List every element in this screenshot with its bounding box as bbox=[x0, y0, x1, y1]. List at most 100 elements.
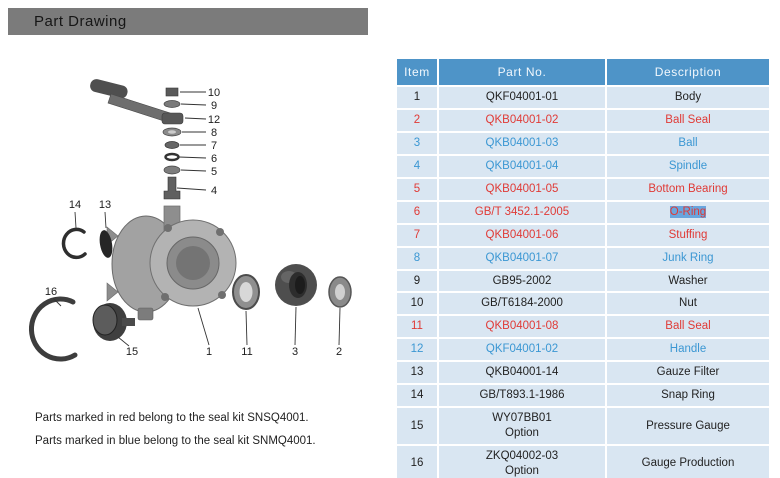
part-no-cell: QKB04001-04 bbox=[437, 153, 607, 179]
table-header-row: Item Part No. Description bbox=[395, 57, 771, 87]
part-no-cell: GB/T893.1-1986 bbox=[437, 383, 607, 409]
description-cell: Ball Seal bbox=[605, 314, 771, 340]
part-no-cell: GB/T6184-2000 bbox=[437, 291, 607, 317]
item-cell: 8 bbox=[395, 245, 439, 271]
item-cell: 6 bbox=[395, 199, 439, 225]
table-row: 11 QKB04001-08 Ball Seal bbox=[395, 314, 771, 340]
callout-14: 14 bbox=[69, 199, 81, 211]
callout-5: 5 bbox=[211, 166, 217, 178]
table-row: 10 GB/T6184-2000 Nut bbox=[395, 291, 771, 317]
page-title-bar: Part Drawing bbox=[8, 8, 368, 35]
selected-text: O-Ring bbox=[669, 205, 707, 218]
callout-15: 15 bbox=[126, 346, 138, 358]
item-cell: 10 bbox=[395, 291, 439, 317]
description-cell: Handle bbox=[605, 337, 771, 363]
callout-2: 2 bbox=[336, 346, 342, 358]
callout-1: 1 bbox=[206, 346, 212, 358]
item-cell: 14 bbox=[395, 383, 439, 409]
part-no-cell: QKB04001-02 bbox=[437, 107, 607, 133]
description-cell: Gauze Filter bbox=[605, 360, 771, 386]
table-row: 8 QKB04001-07 Junk Ring bbox=[395, 245, 771, 271]
table-row: 12 QKF04001-02 Handle bbox=[395, 337, 771, 363]
callout-7: 7 bbox=[211, 140, 217, 152]
part-no-cell: GB/T 3452.1-2005 bbox=[437, 199, 607, 225]
table-row: 4 QKB04001-04 Spindle bbox=[395, 153, 771, 179]
callout-3: 3 bbox=[292, 346, 298, 358]
table-row: 7 QKB04001-06 Stuffing bbox=[395, 222, 771, 248]
part-no-cell: QKF04001-01 bbox=[437, 85, 607, 110]
description-cell: Snap Ring bbox=[605, 383, 771, 409]
callout-10: 10 bbox=[208, 87, 220, 99]
table-row: 16 ZKQ04002-03 Option Gauge Production bbox=[395, 444, 771, 478]
table-row: 14 GB/T893.1-1986 Snap Ring bbox=[395, 383, 771, 409]
ball bbox=[275, 264, 317, 306]
description-cell: Washer bbox=[605, 268, 771, 294]
valve-exploded-svg: 10 9 12 8 7 6 5 4 14 13 16 15 1 11 3 2 bbox=[28, 79, 352, 362]
table-row: 9 GB95-2002 Washer bbox=[395, 268, 771, 294]
valve-body bbox=[106, 205, 237, 321]
item-cell: 3 bbox=[395, 130, 439, 156]
description-cell: O-Ring bbox=[605, 199, 771, 225]
part-no-cell: QKB04001-05 bbox=[437, 176, 607, 202]
description-cell: Bottom Bearing bbox=[605, 176, 771, 202]
leader-lines bbox=[52, 91, 341, 347]
description-cell: Spindle bbox=[605, 153, 771, 179]
item-cell: 4 bbox=[395, 153, 439, 179]
stem-stack bbox=[162, 87, 182, 200]
part-no-cell: QKB04001-08 bbox=[437, 314, 607, 340]
table-row: 2 QKB04001-02 Ball Seal bbox=[395, 107, 771, 133]
callout-8: 8 bbox=[211, 127, 217, 139]
snap-ring bbox=[61, 227, 87, 260]
item-cell: 11 bbox=[395, 314, 439, 340]
column-header-item: Item bbox=[395, 57, 439, 87]
exploded-view-drawing: 10 9 12 8 7 6 5 4 14 13 16 15 1 11 3 2 bbox=[18, 56, 390, 408]
wire-hook bbox=[28, 296, 78, 362]
description-cell: Junk Ring bbox=[605, 245, 771, 271]
table-row: 13 QKB04001-14 Gauze Filter bbox=[395, 360, 771, 386]
callout-4: 4 bbox=[211, 185, 217, 197]
table-row: 3 QKB04001-03 Ball bbox=[395, 130, 771, 156]
note-blue-parts: Parts marked in blue belong to the seal … bbox=[35, 435, 316, 447]
part-no-cell: QKB04001-06 bbox=[437, 222, 607, 248]
page-title: Part Drawing bbox=[34, 13, 127, 30]
table-row: 5 QKB04001-05 Bottom Bearing bbox=[395, 176, 771, 202]
part-no-cell: QKF04001-02 bbox=[437, 337, 607, 363]
part-no-cell: QKB04001-07 bbox=[437, 245, 607, 271]
description-cell: Gauge Production bbox=[605, 444, 771, 478]
part-no-cell: ZKQ04002-03 Option bbox=[437, 444, 607, 478]
part-no-cell: WY07BB01 Option bbox=[437, 406, 607, 446]
parts-table-body: 1 QKF04001-01 Body 2 QKB04001-02 Ball Seal 3 QK… bbox=[395, 85, 771, 478]
item-cell: 15 bbox=[395, 406, 439, 446]
seal-ring-left bbox=[232, 274, 260, 310]
table-row: 15 WY07BB01 Option Pressure Gauge bbox=[395, 406, 771, 446]
item-cell: 16 bbox=[395, 444, 439, 478]
seal-ring-right bbox=[328, 276, 352, 308]
item-cell: 7 bbox=[395, 222, 439, 248]
description-cell: Ball Seal bbox=[605, 107, 771, 133]
item-cell: 9 bbox=[395, 268, 439, 294]
table-row: 6 GB/T 3452.1-2005 O-Ring bbox=[395, 199, 771, 225]
description-cell: Body bbox=[605, 85, 771, 110]
table-row: 1 QKF04001-01 Body bbox=[395, 85, 771, 110]
handle bbox=[90, 79, 184, 125]
description-cell: Ball bbox=[605, 130, 771, 156]
description-cell: Pressure Gauge bbox=[605, 406, 771, 446]
item-cell: 5 bbox=[395, 176, 439, 202]
part-no-cell: QKB04001-14 bbox=[437, 360, 607, 386]
parts-table: Item Part No. Description 1 QKF04001-01 Bo… bbox=[395, 57, 771, 478]
description-cell: Stuffing bbox=[605, 222, 771, 248]
part-no-cell: QKB04001-03 bbox=[437, 130, 607, 156]
callout-12: 12 bbox=[208, 114, 220, 126]
column-header-part-no: Part No. bbox=[437, 57, 607, 87]
item-cell: 13 bbox=[395, 360, 439, 386]
parts-table-container: Item Part No. Description 1 QKF04001-01 Bo… bbox=[395, 57, 771, 478]
seal-kit-notes: Parts marked in red belong to the seal k… bbox=[35, 412, 385, 458]
pressure-gauge bbox=[92, 303, 135, 341]
item-cell: 1 bbox=[395, 85, 439, 110]
part-no-cell: GB95-2002 bbox=[437, 268, 607, 294]
note-red-parts: Parts marked in red belong to the seal k… bbox=[35, 412, 309, 424]
callout-6: 6 bbox=[211, 153, 217, 165]
callout-numbers: 10 9 12 8 7 6 5 4 14 13 16 15 1 11 3 2 bbox=[45, 87, 342, 358]
description-cell: Nut bbox=[605, 291, 771, 317]
